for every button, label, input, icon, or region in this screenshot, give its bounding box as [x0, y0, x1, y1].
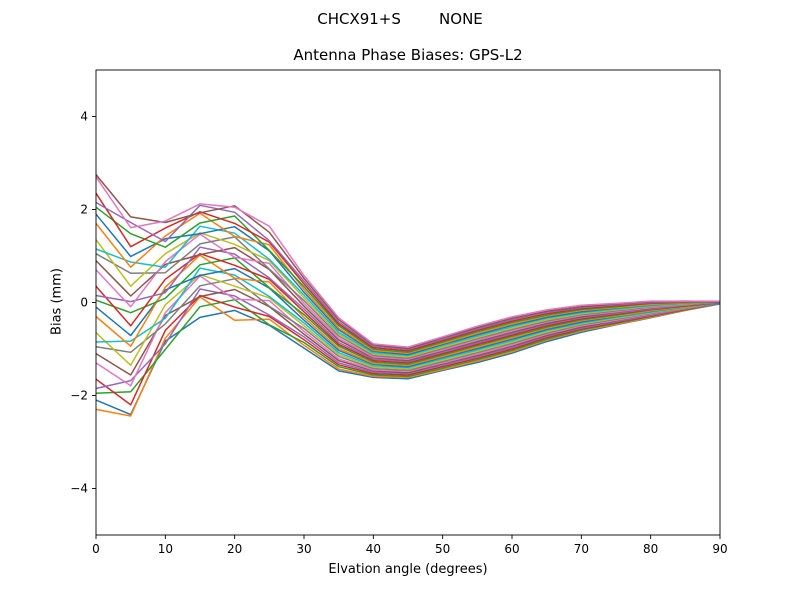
series-line — [95, 294, 721, 406]
series-line — [95, 201, 720, 351]
series-line — [95, 267, 721, 369]
series-line — [95, 232, 721, 358]
x-tick-label: 50 — [435, 542, 450, 556]
y-tick-label: −4 — [70, 482, 88, 496]
x-tick-label: 10 — [158, 542, 173, 556]
series-line — [95, 273, 721, 370]
series-line — [95, 176, 720, 348]
y-tick-label: 2 — [80, 203, 88, 217]
y-tick-label: 4 — [80, 110, 88, 124]
series-line — [95, 192, 721, 352]
axes-title: Antenna Phase Biases: GPS-L2 — [293, 46, 523, 64]
x-tick-label: 60 — [504, 542, 519, 556]
x-tick-label: 0 — [92, 542, 100, 556]
figure-title: CHCX91+S NONE — [317, 10, 483, 28]
x-tick-label: 70 — [574, 542, 589, 556]
series-line — [95, 278, 721, 372]
series-line — [95, 298, 721, 394]
y-tick-label: 0 — [80, 296, 88, 310]
series-line — [95, 257, 721, 366]
y-tick-label: −2 — [70, 389, 88, 403]
x-tick-label: 40 — [366, 542, 381, 556]
series-line — [95, 246, 721, 363]
series-line — [95, 225, 721, 357]
series-line — [95, 206, 721, 354]
x-axis-label: Elvation angle (degrees) — [328, 562, 488, 577]
x-tick-label: 80 — [643, 542, 658, 556]
y-axis-label: Bias (mm) — [49, 268, 65, 335]
x-tick-label: 30 — [296, 542, 311, 556]
series-line — [95, 252, 721, 364]
x-tick-label: 20 — [227, 542, 242, 556]
series-line — [95, 236, 721, 360]
series-line — [95, 288, 721, 390]
x-tick-label: 90 — [712, 542, 727, 556]
